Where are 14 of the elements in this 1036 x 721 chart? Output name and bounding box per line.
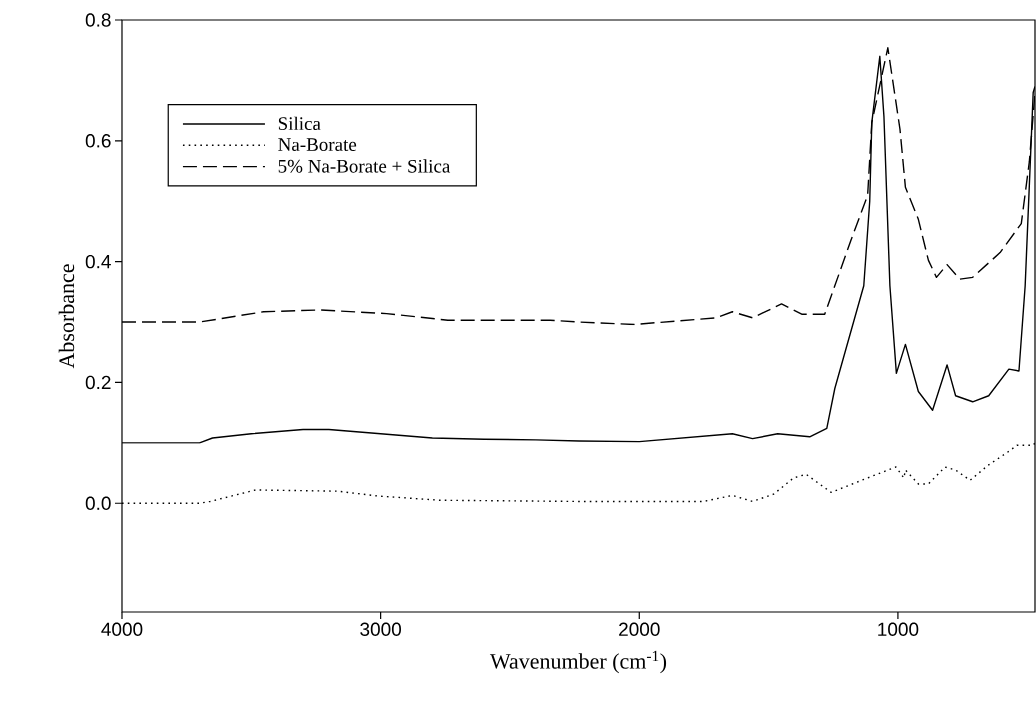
x-tick-label: 1000 [878, 622, 919, 636]
y-tick-label: 0.0 [85, 496, 111, 510]
x-tick-label: 2000 [619, 622, 660, 636]
y-tick-label: 0.8 [85, 13, 111, 27]
legend-label: 5% Na-Borate + Silica [278, 159, 451, 173]
x-tick-label: 3000 [360, 622, 402, 636]
y-tick-label: 0.2 [85, 375, 111, 390]
y-axis-title: Absorbance [58, 264, 75, 369]
legend-label: Na-Borate [278, 138, 357, 151]
x-tick-label: 4000 [101, 622, 143, 636]
legend-label: Silica [278, 116, 321, 131]
x-axis-title: Wavenumber (cm$^{-1}$) [489, 650, 667, 674]
y-tick-label: 0.6 [85, 134, 111, 148]
y-tick-label: 0.4 [85, 254, 111, 269]
